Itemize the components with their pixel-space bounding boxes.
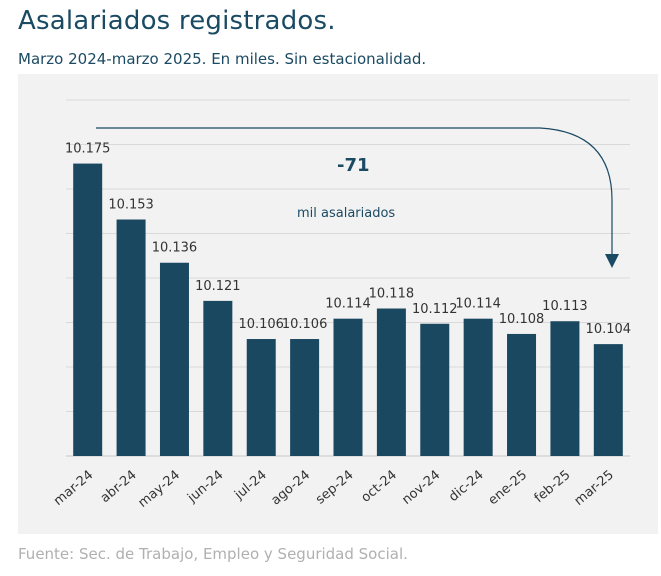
x-tick-label: abr-24 [98, 468, 140, 506]
arrow-line [96, 127, 613, 255]
x-tick-label: sep-24 [313, 468, 357, 508]
annotation-value: -71 [337, 155, 370, 176]
data-label-nov-24: 10.112 [412, 302, 458, 317]
chart-subtitle: Marzo 2024-marzo 2025. En miles. Sin est… [18, 50, 427, 68]
x-tick-label: jun-24 [184, 468, 226, 507]
chart-title: Asalariados registrados. [18, 6, 336, 36]
data-label-dic-24: 10.114 [455, 297, 501, 312]
bar-jun-24 [203, 300, 233, 456]
bar-sep-24 [333, 318, 363, 456]
bar-ene-25 [507, 333, 537, 456]
x-tick-label: ene-25 [486, 468, 530, 509]
x-tick-label: ago-24 [269, 468, 314, 509]
bar-nov-24 [420, 323, 450, 456]
data-label-jun-24: 10.121 [195, 279, 241, 294]
data-label-sep-24: 10.114 [325, 297, 371, 312]
data-label-mar-24: 10.175 [65, 142, 111, 157]
data-label-jul-24: 10.106 [238, 317, 284, 332]
data-label-may-24: 10.136 [152, 241, 198, 256]
data-label-ago-24: 10.106 [282, 317, 328, 332]
x-tick-label: dic-24 [446, 468, 486, 505]
x-tick-label: nov-24 [399, 468, 443, 508]
x-tick-label: feb-25 [532, 468, 574, 507]
arrow-head [605, 254, 619, 268]
bar-ago-24 [290, 339, 320, 456]
data-label-abr-24: 10.153 [108, 198, 154, 213]
bar-feb-25 [550, 321, 580, 456]
bar-oct-24 [376, 308, 406, 456]
x-tick-label: may-24 [136, 468, 183, 511]
change-annotation: -71 mil asalariados [96, 127, 619, 268]
data-label-oct-24: 10.118 [369, 287, 415, 302]
annotation-text: mil asalariados [297, 206, 395, 221]
data-label-mar-25: 10.104 [586, 322, 632, 337]
data-label-ene-25: 10.108 [499, 312, 545, 327]
bar-dic-24 [463, 318, 493, 456]
x-tick-label: mar-24 [51, 468, 96, 509]
bar-mar-24 [73, 163, 103, 457]
source-note: Fuente: Sec. de Trabajo, Empleo y Seguri… [18, 545, 408, 563]
bars [73, 163, 623, 457]
x-tick-label: mar-25 [572, 468, 617, 509]
x-tick-label: oct-24 [359, 468, 400, 506]
bar-mar-25 [593, 344, 623, 456]
x-tick-label: jul-24 [231, 468, 270, 504]
bar-may-24 [159, 262, 189, 456]
bar-jul-24 [246, 339, 276, 456]
data-label-feb-25: 10.113 [542, 299, 588, 314]
bar-abr-24 [116, 219, 146, 456]
